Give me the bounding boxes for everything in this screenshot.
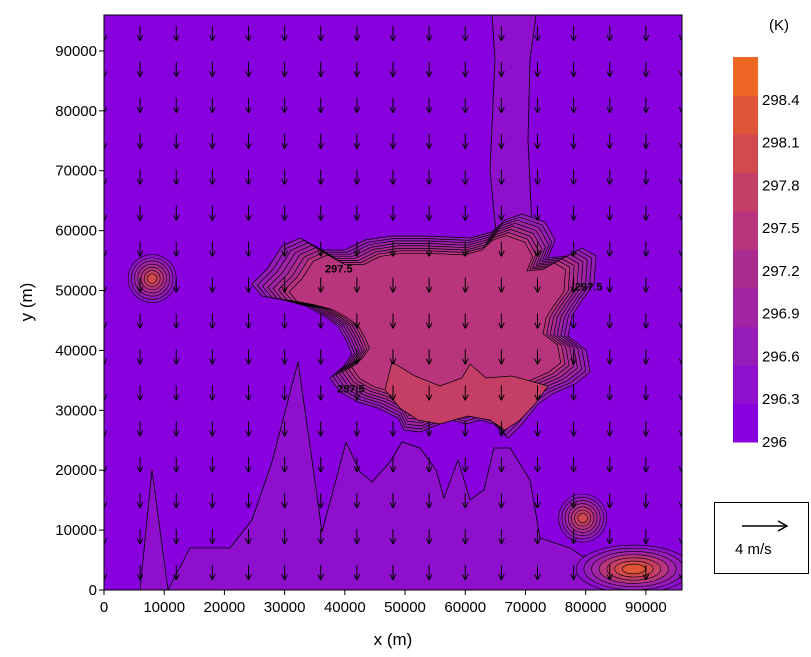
warm-spot-contour [622, 563, 646, 575]
x-tick-label: 90000 [625, 599, 667, 616]
colorbar-swatch [733, 95, 758, 135]
colorbar-tick-label: 297.2 [762, 263, 800, 280]
colorbar-tick-label: 297.5 [762, 220, 800, 237]
colorbar-swatch [733, 211, 758, 250]
y-tick-label: 70000 [55, 163, 97, 180]
x-tick-label: 40000 [324, 599, 366, 616]
warm-spot-contour [577, 513, 588, 524]
colorbar-swatch [733, 288, 758, 327]
contour-label: 297.5 [337, 383, 365, 395]
colorbar-swatch [733, 403, 758, 443]
y-tick-label: 60000 [55, 223, 97, 240]
x-tick-label: 10000 [143, 599, 185, 616]
colorbar-swatch [733, 172, 758, 212]
x-tick-label: 70000 [505, 599, 547, 616]
colorbar-swatch [733, 134, 758, 173]
wind-vector-field [104, 25, 682, 579]
colorbar-tick-label: 297.8 [762, 177, 800, 194]
colorbar-swatch [733, 249, 758, 289]
colorbar-swatch [733, 326, 758, 366]
colorbar-tick-label: 298.4 [762, 92, 800, 109]
reference-vector-legend: 4 m/s [714, 502, 809, 574]
x-axis-ticks: 0 10000 20000 30000 40000 50000 60000 70000 8000… [100, 590, 667, 616]
x-tick-label: 60000 [444, 599, 486, 616]
y-tick-label: 30000 [55, 402, 97, 419]
colorbar: 296 296.3 296.6 296.9 297.2 297.5 297.8 298.1 29… [733, 57, 800, 451]
colorbar-unit: (K) [769, 17, 789, 34]
y-axis-label: y (m) [17, 283, 36, 322]
colorbar-swatch [733, 57, 758, 96]
x-tick-label: 0 [100, 599, 108, 616]
colorbar-tick-label: 296 [762, 434, 787, 451]
contour-label: 297.5 [325, 264, 353, 276]
y-tick-label: 50000 [55, 283, 97, 300]
x-tick-label: 30000 [264, 599, 306, 616]
y-tick-label: 20000 [55, 462, 97, 479]
warm-core-contours [251, 213, 597, 439]
reference-arrow-icon [742, 520, 789, 532]
y-axis-ticks: 0 10000 20000 30000 40000 50000 60000 70000 8000… [55, 43, 104, 599]
colorbar-tick-label: 296.3 [762, 391, 800, 408]
colorbar-tick-label: 296.9 [762, 306, 800, 323]
reference-vector-label: 4 m/s [735, 541, 772, 558]
contour-labels: 297.5 297.5 297.5 [325, 264, 602, 396]
y-tick-label: 0 [89, 582, 97, 599]
y-tick-label: 40000 [55, 342, 97, 359]
x-tick-label: 80000 [565, 599, 607, 616]
contour-label: 297.5 [575, 282, 603, 294]
x-tick-label: 20000 [204, 599, 246, 616]
plot-frame [103, 14, 683, 591]
y-tick-label: 90000 [55, 43, 97, 60]
plot-area: 297.5 297.5 297.5 [104, 15, 682, 590]
x-tick-label: 50000 [384, 599, 426, 616]
x-axis-label: x (m) [374, 630, 413, 649]
y-tick-label: 80000 [55, 103, 97, 120]
colorbar-tick-label: 296.6 [762, 348, 800, 365]
y-tick-label: 10000 [55, 522, 97, 539]
warm-spot-contour [147, 273, 158, 284]
colorbar-tick-label: 298.1 [762, 135, 800, 152]
colorbar-swatch [733, 365, 758, 404]
